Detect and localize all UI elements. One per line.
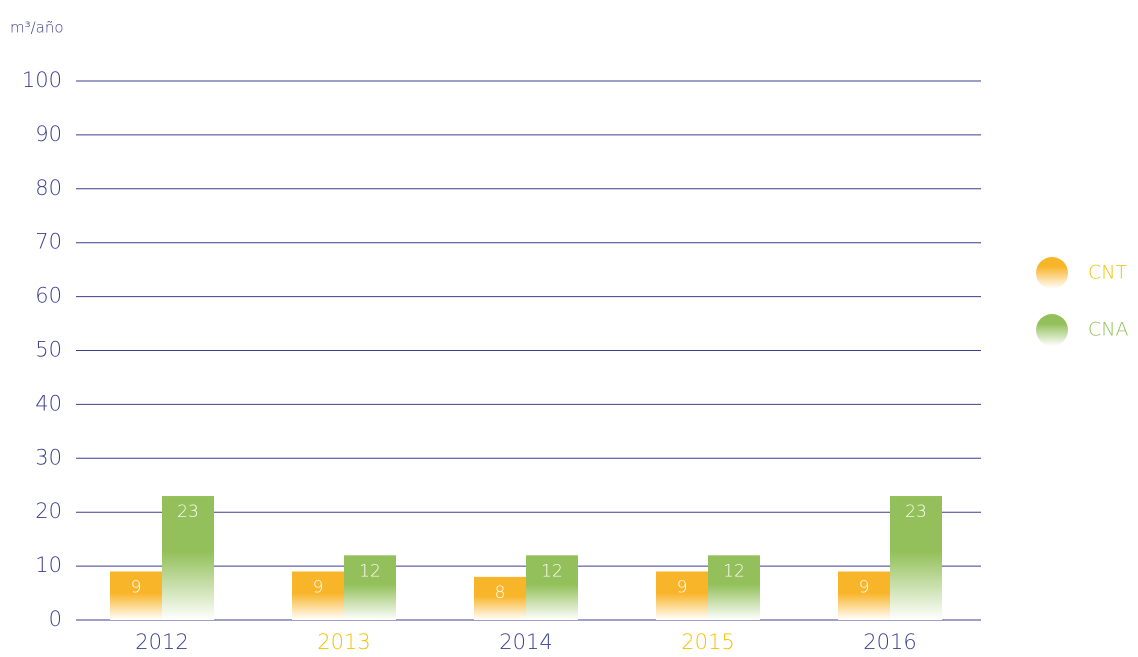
y-tick-label: 80	[35, 176, 62, 200]
bar	[656, 571, 708, 620]
value-label: 9	[313, 577, 324, 597]
x-tick-label: 2015	[681, 630, 734, 654]
legend-label: CNA	[1088, 319, 1128, 341]
y-axis-label: m³/año	[10, 19, 64, 37]
y-tick-label: 70	[35, 230, 62, 254]
y-tick-label: 40	[35, 391, 62, 415]
bar	[890, 496, 942, 620]
bar	[474, 576, 526, 620]
x-tick-label: 2016	[863, 630, 916, 654]
y-tick-label: 0	[49, 607, 62, 631]
value-label: 12	[541, 561, 563, 581]
y-tick-label: 20	[35, 499, 62, 523]
y-tick-label: 10	[35, 553, 62, 577]
bar	[110, 571, 162, 620]
bar	[838, 571, 890, 620]
legend-swatch	[1036, 314, 1068, 346]
x-tick-label: 2013	[317, 630, 370, 654]
y-tick-label: 50	[35, 338, 62, 362]
bar	[292, 571, 344, 620]
value-label: 9	[677, 577, 688, 597]
y-tick-label: 90	[35, 122, 62, 146]
bar	[162, 496, 214, 620]
value-label: 9	[859, 577, 870, 597]
value-label: 12	[723, 561, 745, 581]
legend-swatch	[1036, 257, 1068, 289]
legend-label: CNT	[1088, 262, 1127, 284]
bar	[344, 555, 396, 620]
x-tick-label: 2014	[499, 630, 552, 654]
value-label: 12	[359, 561, 381, 581]
y-tick-label: 60	[35, 284, 62, 308]
value-label: 23	[905, 502, 927, 522]
value-label: 9	[131, 577, 142, 597]
y-tick-label: 100	[22, 68, 62, 92]
y-tick-label: 30	[35, 445, 62, 469]
value-label: 8	[495, 583, 506, 603]
bar	[526, 555, 578, 620]
value-label: 23	[177, 502, 199, 522]
bar	[708, 555, 760, 620]
x-tick-label: 2012	[135, 630, 188, 654]
